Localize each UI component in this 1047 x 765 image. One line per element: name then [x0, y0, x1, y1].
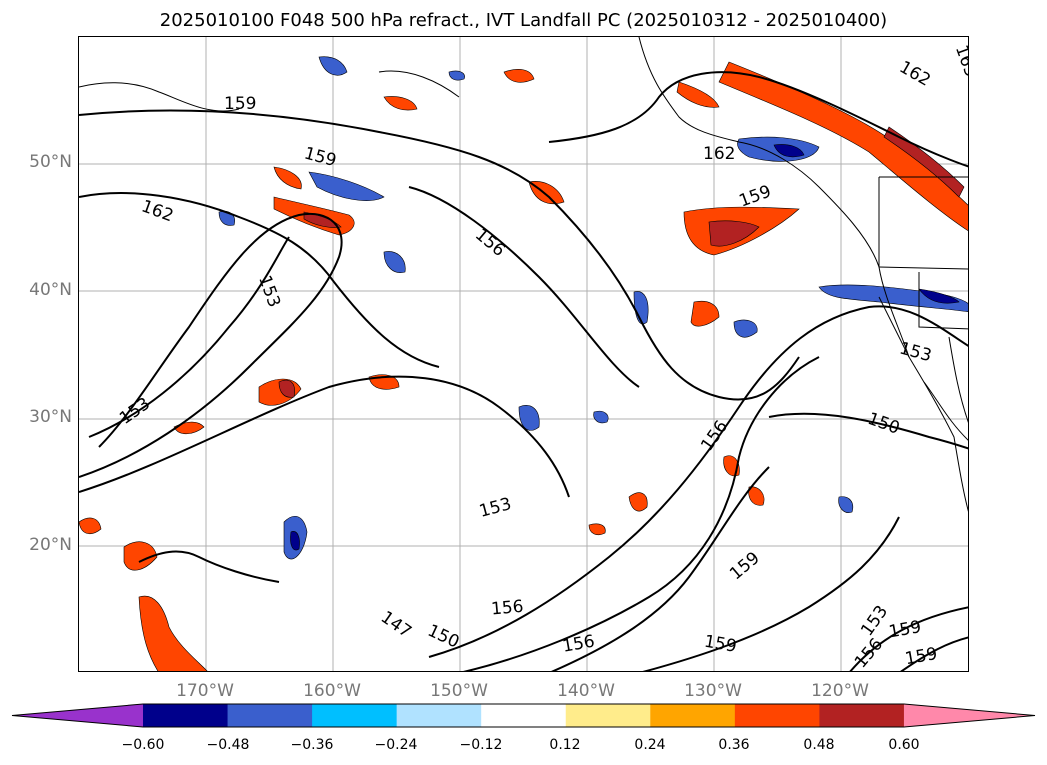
colorbar-tick: −0.12 — [459, 737, 503, 753]
contour-label: 159 — [887, 617, 922, 642]
colorbar-cell — [481, 704, 567, 727]
contour-label: 162 — [703, 144, 735, 164]
map-canvas: 159 159 162 156 153 153 156 153 156 156 … — [79, 37, 969, 672]
negative-anomaly-regions — [218, 56, 968, 560]
colorbar-tick: −0.36 — [290, 737, 334, 753]
coastlines — [79, 37, 968, 512]
colorbar-extend-low — [12, 704, 143, 727]
chart-title: 2025010100 F048 500 hPa refract., IVT La… — [159, 10, 888, 31]
contour-label: 159 — [726, 548, 764, 584]
colorbar-cell — [819, 704, 905, 727]
lon-label: 160°W — [303, 681, 361, 701]
contour-label: 156 — [490, 597, 524, 620]
refractivity-contours — [79, 71, 968, 671]
lon-label: 130°W — [684, 681, 742, 701]
contour-label: 162 — [139, 196, 176, 226]
lon-label: 150°W — [430, 681, 488, 701]
graticule — [79, 37, 968, 671]
lat-label: 40°N — [29, 280, 72, 300]
colorbar-tick: −0.48 — [206, 737, 250, 753]
contour-label: 153 — [897, 338, 934, 366]
colorbar-cell — [227, 704, 313, 727]
lon-label: 140°W — [557, 681, 615, 701]
contour-label: 159 — [736, 182, 773, 212]
colorbar-tick: 0.24 — [634, 737, 666, 753]
colorbar-cell — [396, 704, 482, 727]
contour-label: 150 — [865, 409, 902, 439]
colorbar-cell — [734, 704, 820, 727]
positive-anomaly-regions — [79, 61, 968, 671]
contour-label: 159 — [224, 94, 256, 114]
colorbar-tick: −0.60 — [121, 737, 165, 753]
contour-label: 153 — [477, 494, 514, 522]
colorbar-cell — [143, 704, 229, 727]
colorbar-tick: 0.60 — [888, 737, 920, 753]
colorbar-outline — [11, 703, 1036, 728]
lon-label: 120°W — [811, 681, 869, 701]
colorbar-cell — [650, 704, 736, 727]
contour-label: 156 — [697, 417, 732, 455]
map-panel: 159 159 162 156 153 153 156 153 156 156 … — [78, 36, 969, 672]
colorbar — [11, 703, 1036, 728]
contour-label: 153 — [857, 602, 892, 640]
contour-label: 153 — [116, 394, 154, 429]
colorbar-cell — [312, 704, 398, 727]
lat-label: 20°N — [29, 535, 72, 555]
contour-label: 156 — [851, 635, 887, 672]
colorbar-tick: 0.12 — [549, 737, 581, 753]
lat-label: 50°N — [29, 152, 72, 172]
colorbar-extend-high — [903, 704, 1035, 727]
contour-label: 162 — [896, 57, 934, 91]
contour-label: 165 — [951, 42, 969, 79]
contour-label: 153 — [254, 273, 284, 310]
lon-label: 170°W — [176, 681, 234, 701]
colorbar-tick: 0.36 — [718, 737, 750, 753]
colorbar-tick: −0.24 — [374, 737, 418, 753]
colorbar-tick: 0.48 — [803, 737, 835, 753]
contour-label: 147 — [377, 607, 415, 642]
contour-label: 159 — [903, 644, 938, 669]
colorbar-cell — [565, 704, 651, 727]
lat-label: 30°N — [29, 407, 72, 427]
contour-label: 156 — [471, 225, 509, 261]
